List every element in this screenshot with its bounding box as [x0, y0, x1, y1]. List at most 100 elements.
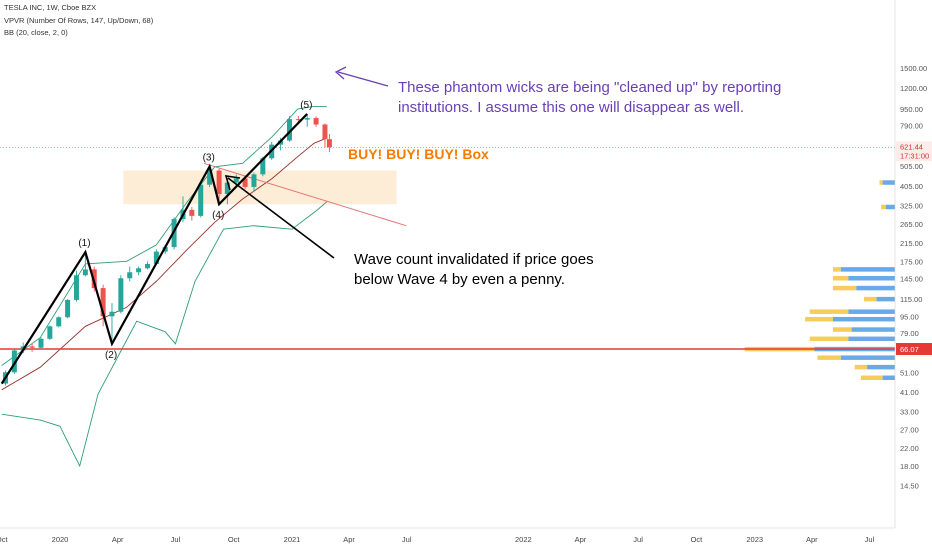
candle-body [216, 170, 222, 194]
wave-label-5: (5) [300, 100, 312, 111]
time-tick-label: Jul [171, 535, 181, 544]
invalidation-note-line2: below Wave 4 by even a penny. [354, 271, 565, 288]
buy-box-label: BUY! BUY! BUY! Box [348, 146, 489, 162]
time-tick-label: Oct [691, 535, 704, 544]
price-tick-label: 1200.00 [900, 84, 927, 93]
price-tick-label: 115.00 [900, 295, 922, 304]
time-tick-label: Apr [343, 535, 355, 544]
price-tick-label: 405.00 [900, 182, 923, 191]
candle-body [127, 272, 133, 279]
volume-profile-down-bar [809, 336, 849, 342]
price-axis-background [895, 0, 932, 550]
candle-body [295, 119, 301, 121]
candle-body [251, 174, 257, 187]
volume-profile-up-bar [882, 375, 895, 381]
wave-label-2: (2) [105, 350, 117, 361]
price-tick-label: 41.00 [900, 388, 919, 397]
price-tick-label: 27.00 [900, 426, 919, 435]
volume-profile-up-bar [848, 309, 895, 314]
price-tick-label: 51.00 [900, 368, 919, 377]
volume-profile-down-bar [879, 180, 883, 185]
time-tick-label: Jul [865, 535, 875, 544]
candle-body [233, 178, 239, 183]
candle-body [109, 311, 115, 317]
legend-vpvr: VPVR (Number Of Rows, 147, Up/Down, 68) [4, 16, 154, 25]
invalidation-arrowhead [224, 175, 241, 191]
price-tick-label: 18.00 [900, 462, 919, 471]
wave-label-4: (4) [212, 210, 224, 221]
candle-body [100, 288, 106, 317]
volume-profile-down-bar [833, 285, 857, 291]
candle-body [82, 269, 88, 276]
phantom-wicks-arrow [337, 71, 389, 87]
time-tick-label: Jul [633, 535, 643, 544]
candle-body [224, 182, 230, 194]
volume-profile-up-bar [856, 285, 895, 291]
time-tick-label: 2022 [515, 535, 532, 544]
price-tick-label: 79.00 [900, 329, 919, 338]
volume-profile-up-bar [851, 327, 895, 332]
elliott-wave-lines [0, 113, 308, 385]
volume-profile-down-bar [854, 364, 868, 370]
current-price-tag [896, 141, 932, 162]
invalidation-note-line1: Wave count invalidated if price goes [354, 251, 594, 268]
volume-profile-down-bar [833, 327, 852, 332]
price-tick-label: 790.00 [900, 122, 923, 131]
candle-body [304, 118, 310, 120]
wave-label-1: (1) [78, 238, 90, 249]
volume-profile-up-bar [885, 204, 895, 210]
volume-profile-up-bar [848, 276, 895, 281]
volume-profile-up-bar [848, 336, 895, 342]
invalidation-note: Wave count invalidated if price goes bel… [354, 250, 594, 290]
time-tick-label: Oct [0, 535, 8, 544]
candle-body [242, 178, 248, 187]
price-tick-label: 14.50 [900, 481, 919, 490]
bb-basis [1, 137, 328, 391]
volume-profile-down-bar [881, 204, 886, 210]
candle-body [38, 338, 44, 348]
phantom-wicks-note-line2: institutions. I assume this one will dis… [398, 99, 744, 116]
price-tick-label: 215.00 [900, 239, 923, 248]
volume-profile-up-bar [840, 355, 895, 360]
plot-area: (1) (2) (3) (4) (5) [0, 66, 895, 468]
legend-bb: BB (20, close, 2, 0) [4, 28, 68, 37]
time-tick-label: Oct [228, 535, 241, 544]
invalidation-arrow [227, 177, 335, 259]
candle-body [153, 251, 159, 264]
volume-profile-down-bar [817, 355, 841, 360]
support-price-tag [896, 343, 932, 355]
volume-profile-down-bar [805, 316, 833, 322]
candle-body [260, 158, 266, 175]
phantom-wicks-arrowhead [334, 66, 347, 80]
volume-profile-up-bar [876, 296, 895, 302]
price-tick-label: 22.00 [900, 444, 919, 453]
time-tick-label: 2020 [52, 535, 69, 544]
time-tick-label: Apr [112, 535, 124, 544]
time-tick-label: 2023 [746, 535, 763, 544]
time-tick-label: 2021 [284, 535, 301, 544]
legend-symbol: TESLA INC, 1W, Cboe BZX [4, 3, 97, 12]
price-tick-label: 95.00 [900, 312, 919, 321]
current-price-value: 621.44 [900, 142, 923, 151]
candle-body [56, 317, 62, 327]
volume-profile-down-bar [809, 309, 849, 314]
candle-body [136, 268, 142, 273]
volume-profile-down-bar [833, 267, 841, 272]
price-axis: 1500.001200.00950.00790.00630.00505.0040… [894, 0, 932, 550]
price-tick-label: 950.00 [900, 105, 923, 114]
price-tick-label: 175.00 [900, 257, 923, 266]
candle-body [65, 299, 71, 318]
candle-body [322, 124, 328, 140]
volume-profile-down-bar [864, 296, 877, 302]
time-tick-label: Jul [402, 535, 412, 544]
downtrend-line [203, 162, 407, 227]
wave-label-3: (3) [203, 152, 215, 163]
candle-body [207, 170, 213, 185]
candle-body [11, 350, 17, 373]
price-tick-label: 265.00 [900, 220, 923, 229]
price-tick-label: 325.00 [900, 202, 923, 211]
price-tick-label: 145.00 [900, 274, 923, 283]
time-tick-label: Apr [575, 535, 587, 544]
